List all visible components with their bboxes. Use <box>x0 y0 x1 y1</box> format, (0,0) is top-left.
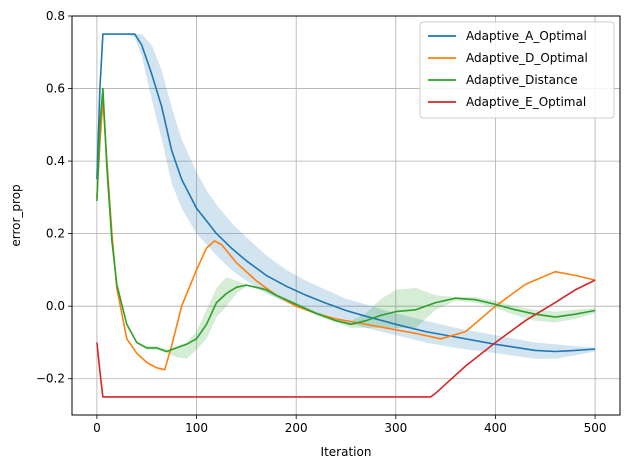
adaptive-a-optimal-band <box>96 34 596 359</box>
adaptive-e-optimal-line <box>96 279 596 398</box>
x-axis-label: Iteration <box>321 445 372 459</box>
adaptive-distance-line <box>96 87 596 353</box>
y-tick-label: 0.0 <box>46 299 65 313</box>
y-tick-label: −0.2 <box>36 372 65 386</box>
y-tick-label: 0.6 <box>46 82 65 96</box>
series-lines <box>96 33 596 398</box>
confidence-bands <box>96 34 596 359</box>
adaptive-distance-band <box>96 88 596 359</box>
adaptive-d-optimal-line <box>96 98 596 371</box>
y-tick-label: 0.4 <box>46 154 65 168</box>
x-tick-label: 300 <box>384 421 407 435</box>
x-tick-label: 100 <box>185 421 208 435</box>
legend-label-adaptive-d-optimal: Adaptive_D_Optimal <box>466 51 588 65</box>
legend-label-adaptive-a-optimal: Adaptive_A_Optimal <box>466 29 587 43</box>
plot-frame <box>71 15 621 416</box>
adaptive-a-optimal-line <box>96 33 596 353</box>
legend-label-adaptive-distance: Adaptive_Distance <box>466 73 578 87</box>
legend-box <box>419 21 615 119</box>
x-tick-label: 200 <box>285 421 308 435</box>
x-tick-label: 400 <box>484 421 507 435</box>
legend-label-adaptive-e-optimal: Adaptive_E_Optimal <box>466 95 586 109</box>
y-axis-label: error_prop <box>9 184 23 246</box>
legend: Adaptive_A_Optimal Adaptive_D_Optimal Adap… <box>419 21 615 119</box>
y-tick-label: 0.2 <box>46 227 65 241</box>
x-tick-label: 500 <box>584 421 607 435</box>
x-tick-label: 0 <box>93 421 101 435</box>
y-tick-label: 0.8 <box>46 9 65 23</box>
ticks: 0 100 200 300 400 500 −0.2 0.0 0.2 0.4 0.6 0.8 <box>36 9 607 435</box>
